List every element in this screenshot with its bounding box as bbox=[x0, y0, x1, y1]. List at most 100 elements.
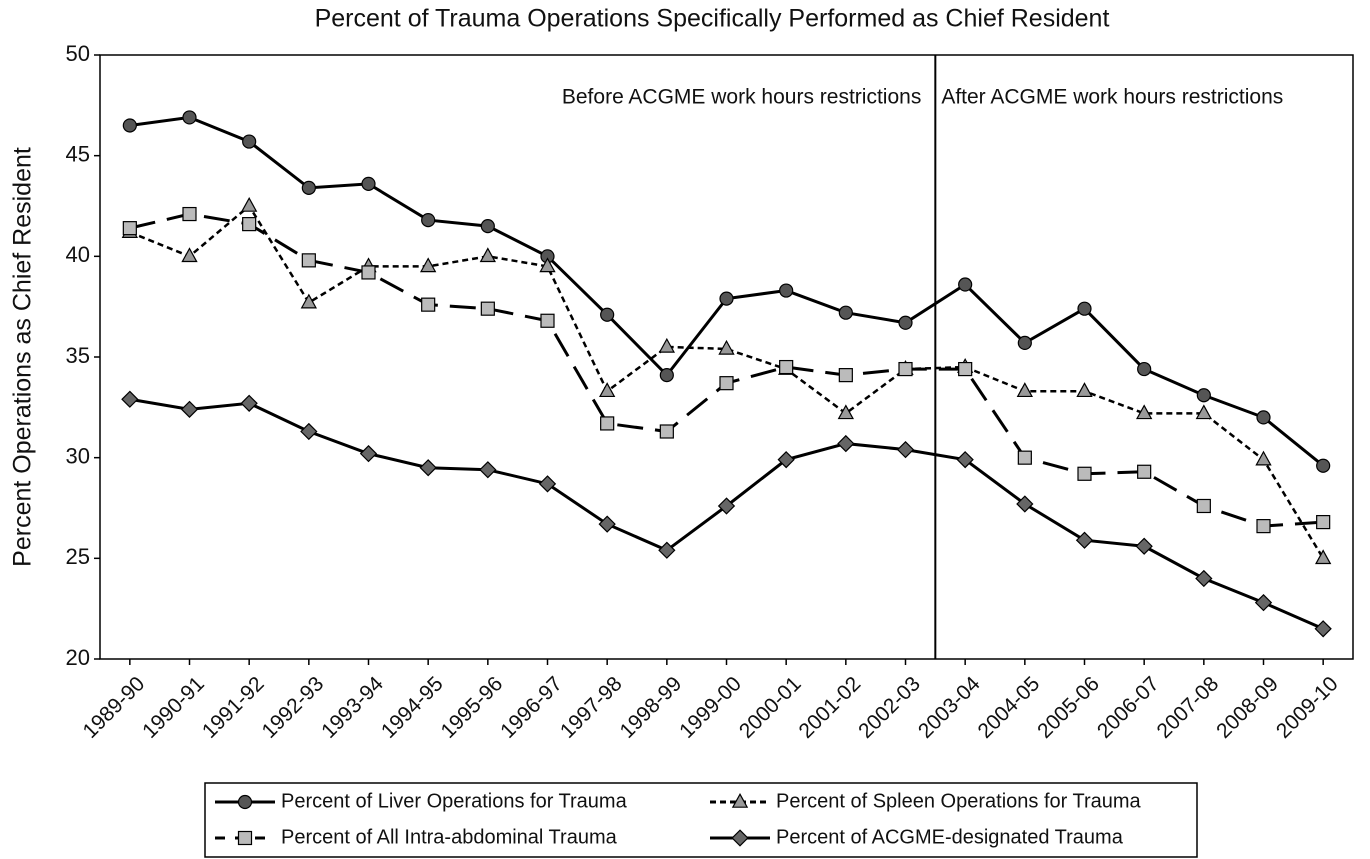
point bbox=[659, 424, 674, 439]
annotation: Before ACGME work hours restrictions bbox=[562, 86, 921, 109]
point bbox=[479, 247, 496, 263]
point bbox=[719, 376, 734, 391]
x-tick-label: 1998-99 bbox=[616, 672, 687, 743]
point bbox=[599, 382, 616, 398]
point bbox=[300, 293, 317, 309]
point bbox=[419, 459, 437, 477]
point bbox=[1196, 498, 1211, 514]
point bbox=[479, 461, 497, 479]
point bbox=[838, 368, 853, 383]
point bbox=[779, 283, 794, 298]
point bbox=[600, 307, 615, 322]
plot-frame bbox=[99, 54, 1354, 660]
point bbox=[182, 206, 197, 222]
point bbox=[420, 257, 437, 273]
x-tick-label: 1997-98 bbox=[556, 672, 627, 743]
x-tick-label: 1993-94 bbox=[317, 672, 388, 743]
point bbox=[182, 110, 197, 125]
point bbox=[1316, 458, 1331, 473]
x-tick-label: 2000-01 bbox=[735, 672, 806, 743]
point bbox=[122, 221, 137, 236]
x-tick-label: 1995-96 bbox=[437, 672, 508, 743]
chart-title: Percent of Trauma Operations Specificall… bbox=[315, 5, 1110, 33]
point bbox=[1016, 382, 1033, 398]
x-tick-label: 1989-90 bbox=[79, 672, 150, 743]
point bbox=[958, 361, 973, 377]
point bbox=[121, 390, 139, 408]
point bbox=[658, 337, 675, 353]
y-tick-label: 50 bbox=[66, 41, 90, 66]
point bbox=[838, 305, 853, 320]
point bbox=[1195, 404, 1212, 420]
point bbox=[777, 451, 795, 469]
point bbox=[1017, 335, 1032, 351]
point bbox=[1077, 466, 1092, 481]
point bbox=[1137, 464, 1152, 479]
point bbox=[658, 541, 676, 559]
point bbox=[898, 361, 913, 377]
point bbox=[1195, 569, 1213, 588]
x-tick-label: 2004-05 bbox=[974, 672, 1045, 743]
point bbox=[242, 134, 257, 149]
point bbox=[421, 212, 436, 228]
annotation: After ACGME work hours restrictions bbox=[941, 86, 1283, 109]
y-axis-label: Percent Operations as Chief Resident bbox=[9, 147, 37, 567]
point bbox=[1077, 301, 1092, 316]
point bbox=[359, 444, 378, 463]
point bbox=[538, 475, 557, 493]
point bbox=[237, 794, 253, 810]
point bbox=[896, 440, 915, 459]
point bbox=[717, 497, 736, 515]
x-tick-label: 2009-10 bbox=[1272, 672, 1343, 743]
point bbox=[598, 515, 616, 533]
point bbox=[539, 257, 556, 273]
x-tick-label: 2005-06 bbox=[1033, 672, 1104, 743]
legend-label: Percent of Spleen Operations for Trauma bbox=[776, 790, 1142, 812]
point bbox=[237, 830, 253, 846]
point bbox=[837, 404, 854, 420]
y-tick-label: 25 bbox=[66, 544, 90, 569]
point bbox=[180, 400, 199, 418]
point bbox=[956, 451, 974, 469]
point bbox=[1314, 620, 1332, 638]
point bbox=[242, 217, 257, 232]
legend-label: Percent of All Intra-abdominal Trauma bbox=[281, 826, 618, 848]
point bbox=[1016, 495, 1034, 513]
point bbox=[1135, 537, 1153, 555]
y-tick-label: 45 bbox=[66, 141, 90, 166]
point bbox=[301, 253, 316, 268]
legend-label: Percent of ACGME-designated Trauma bbox=[776, 826, 1124, 848]
point bbox=[361, 176, 376, 191]
point bbox=[1076, 382, 1093, 398]
point bbox=[421, 297, 436, 312]
y-tick-label: 30 bbox=[66, 443, 90, 468]
x-tick-label: 1990-91 bbox=[138, 672, 209, 743]
x-tick-label: 1994-95 bbox=[377, 672, 448, 743]
point bbox=[480, 301, 495, 316]
point bbox=[122, 118, 137, 133]
point bbox=[480, 219, 495, 234]
point bbox=[1196, 388, 1211, 403]
legend-box bbox=[204, 782, 1198, 858]
point bbox=[241, 196, 258, 212]
point bbox=[1315, 549, 1332, 565]
point bbox=[301, 180, 316, 195]
point bbox=[240, 394, 258, 412]
point bbox=[718, 339, 735, 355]
point bbox=[958, 277, 973, 292]
y-tick-label: 40 bbox=[66, 242, 90, 267]
x-tick-label: 1999-00 bbox=[675, 672, 746, 743]
y-tick-label: 35 bbox=[66, 343, 90, 368]
point bbox=[719, 291, 734, 306]
point bbox=[1256, 410, 1271, 425]
point bbox=[837, 434, 855, 453]
point bbox=[1136, 404, 1153, 420]
point bbox=[1017, 450, 1032, 465]
point bbox=[731, 829, 749, 847]
x-tick-label: 2008-09 bbox=[1212, 672, 1283, 743]
point bbox=[540, 313, 555, 328]
point bbox=[731, 792, 749, 808]
x-tick-label: 1991-92 bbox=[198, 672, 269, 743]
point bbox=[1256, 519, 1271, 534]
point bbox=[181, 247, 198, 263]
